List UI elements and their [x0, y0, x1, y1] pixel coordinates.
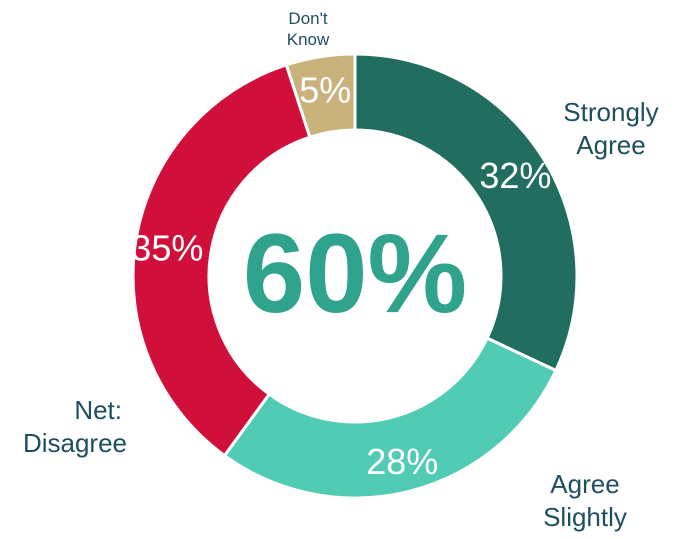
value-label-net-disagree: 35%: [131, 227, 203, 268]
center-total-label: 60%: [243, 211, 467, 336]
value-label-dont-know: 5%: [299, 69, 351, 110]
label-dont-know: Don't Know: [286, 9, 330, 50]
donut-slices: [131, 52, 579, 500]
slice-net-disagree: [131, 62, 312, 458]
slice-agree-slightly: [222, 336, 558, 500]
slice-dont-know: [284, 52, 357, 140]
value-label-strongly-agree: 32%: [479, 155, 551, 196]
value-label-agree-slightly: 28%: [366, 441, 438, 482]
label-net-disagree: Net: Disagree: [22, 395, 127, 458]
label-agree-slightly: Agree Slightly: [543, 469, 627, 532]
value-labels: 32% 28% 35% 5%: [131, 69, 551, 482]
slice-strongly-agree: [353, 52, 579, 373]
label-strongly-agree: Strongly Agree: [563, 97, 659, 160]
